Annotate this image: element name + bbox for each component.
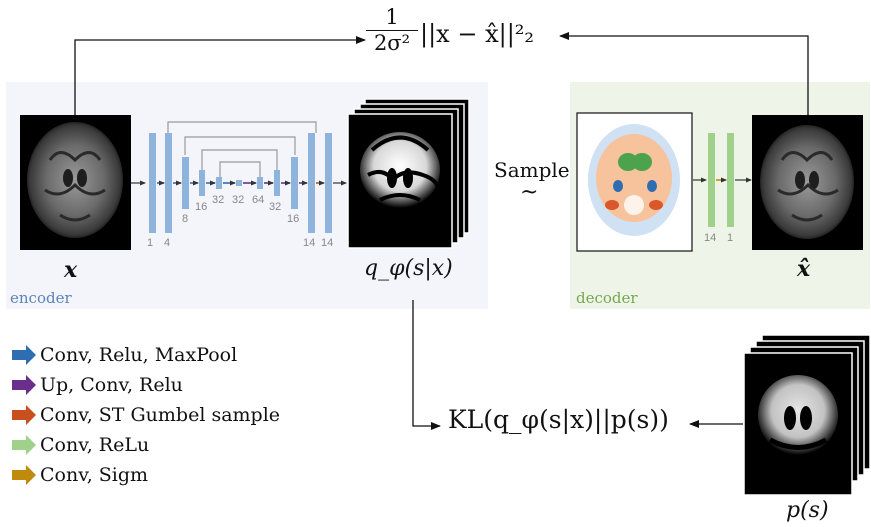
legend-item-conv-gumbel: Conv, ST Gumbel sample: [40, 404, 280, 426]
channel-label: 32: [232, 194, 244, 206]
decoder-channel-labels: 14 1: [704, 232, 733, 244]
prior-image-stack: [743, 334, 871, 496]
legend-text: Conv, ReLu: [40, 434, 150, 456]
unet-bar-3: [182, 157, 189, 209]
unet-bar-2: [165, 133, 172, 233]
channel-label: 1: [727, 232, 733, 244]
recon-loss-term: ||x − x̂||²₂: [420, 20, 535, 48]
input-label: x: [64, 257, 78, 283]
reconstruction-label: x̂: [797, 256, 811, 282]
unet-bar-10: [308, 133, 315, 233]
channel-label: 1: [147, 237, 153, 249]
decoder-panel-label: decoder: [576, 289, 638, 307]
channel-label: 14: [704, 232, 716, 244]
unet-bar-11: [325, 133, 332, 233]
legend-text: Conv, Sigm: [40, 464, 149, 486]
unet-bar-8: [274, 170, 280, 196]
unet-bar-4: [199, 170, 205, 196]
legend-item-up-conv-relu: Up, Conv, Relu: [40, 374, 183, 396]
channel-label: 8: [182, 213, 188, 225]
channel-label: 4: [164, 237, 170, 249]
decoder-bar-2: [727, 133, 734, 227]
posterior-label: q_φ(s|x): [364, 256, 453, 281]
decoder-network: [693, 133, 752, 227]
legend-item-conv-sigm: Conv, Sigm: [40, 464, 148, 486]
kl-term: KL(q_φ(s|x)||p(s)): [448, 405, 669, 434]
recon-connector-left: [74, 36, 366, 115]
loss-numerator: 1: [385, 5, 399, 29]
channel-label: 32: [269, 201, 281, 213]
decoder-bar-1: [708, 133, 715, 227]
legend-item-conv-relu-maxpool: Conv, Relu, MaxPool: [40, 344, 237, 366]
reconstructed-mri-image: [752, 115, 863, 250]
loss-denominator: 2σ²: [366, 30, 418, 55]
channel-label: 14: [321, 237, 333, 249]
encoder-panel-label: encoder: [10, 289, 72, 307]
prior-label: p(s): [786, 498, 829, 523]
sample-label: Sample: [494, 158, 570, 182]
unet-network: [149, 121, 347, 233]
sampled-segmentation-image: [576, 112, 693, 252]
encoder-channel-labels: 1 4 8 16 32 32 64 32 16 14 14: [147, 194, 333, 249]
legend-arrow-4: [12, 435, 36, 455]
unet-bar-6: [236, 180, 242, 186]
legend-arrow-1: [12, 345, 36, 365]
legend-arrow-3: [12, 405, 36, 425]
loss-fraction: 1 2σ²: [366, 5, 418, 55]
recon-connector-right: [559, 32, 809, 115]
unet-bar-7: [257, 177, 263, 189]
unet-bar-9: [291, 157, 298, 209]
legend-arrow-2: [12, 375, 36, 395]
legend-text: Up, Conv, Relu: [40, 374, 183, 396]
channel-label: 16: [287, 213, 299, 225]
legend-arrow-5: [12, 465, 36, 485]
channel-label: 32: [212, 194, 224, 206]
sample-symbol: ~: [520, 180, 539, 205]
unet-bar-5: [216, 177, 222, 189]
channel-label: 16: [195, 201, 207, 213]
legend-text: Conv, Relu, MaxPool: [40, 344, 238, 366]
legend-item-conv-relu: Conv, ReLu: [40, 434, 149, 456]
kl-connector-left: [412, 300, 441, 430]
channel-label: 14: [303, 237, 315, 249]
legend-text: Conv, ST Gumbel sample: [40, 404, 281, 426]
unet-bar-1: [149, 133, 156, 233]
legend-arrows: [12, 345, 36, 485]
channel-label: 64: [252, 194, 264, 206]
segmentation-stack: [347, 98, 470, 249]
input-mri-image: [20, 115, 131, 250]
